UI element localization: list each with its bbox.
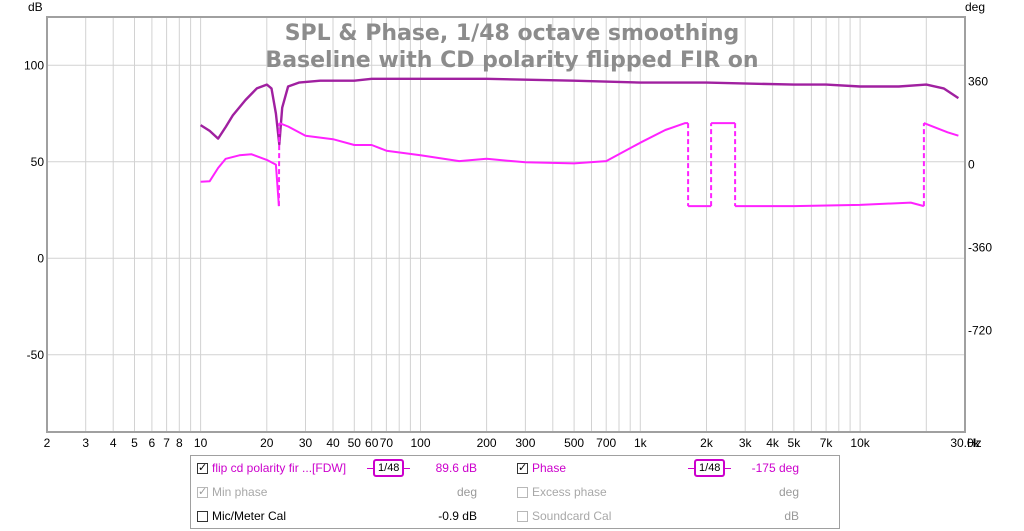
- x-tick-label: 50: [348, 436, 362, 450]
- phase-series-line: [923, 122, 959, 137]
- x-tick-label: 60: [365, 436, 379, 450]
- soundcard-cal-checkbox[interactable]: [517, 510, 528, 522]
- smoothing-one-phase: 1/: [699, 462, 709, 474]
- phase-series-line: [735, 201, 925, 208]
- plot-frame: [46, 16, 966, 433]
- legend-soundcard-cal-item[interactable]: Soundcard Cal: [517, 506, 611, 526]
- x-tick-label: 700: [596, 436, 616, 450]
- left-y-tick-labels: 100 50 0 -50: [24, 58, 45, 362]
- x-tick-label: 1k: [634, 436, 648, 450]
- phase-series-line: [278, 122, 689, 165]
- right-axis-unit: deg: [965, 0, 985, 14]
- x-tick-label: 8: [176, 436, 183, 450]
- excess-phase-checkbox[interactable]: [517, 486, 528, 498]
- x-tick-label: 6: [149, 436, 156, 450]
- x-tick-label: 4k: [766, 436, 780, 450]
- right-y-tick-label: -720: [968, 324, 992, 338]
- x-tick-label: 7: [163, 436, 170, 450]
- mic-cal-label: Mic/Meter Cal: [212, 509, 287, 523]
- x-tick-label: 500: [564, 436, 584, 450]
- spl-value: 89.6 dB: [435, 461, 477, 475]
- excess-phase-label: Excess phase: [532, 485, 607, 499]
- spl-series-line: [199, 77, 960, 146]
- plot-area-background: [47, 17, 965, 432]
- x-tick-label: 70: [380, 436, 394, 450]
- mic-cal-checkbox[interactable]: [197, 510, 208, 522]
- x-tick-label: 2: [44, 436, 51, 450]
- spl-phase-chart[interactable]: 2 3 4 5 6 7 8 10 20 30 40 50 60 70 100 200 300 500 700 1k 2k…: [0, 0, 1024, 455]
- x-tick-label: 10k: [850, 436, 870, 450]
- right-y-tick-labels: 360 0 -360 -720: [968, 75, 992, 338]
- x-axis-unit: Hz: [967, 436, 982, 450]
- phase-checkbox[interactable]: [517, 461, 528, 474]
- spl-checkbox[interactable]: [197, 461, 208, 474]
- x-tick-label: 300: [515, 436, 535, 450]
- spl-label: flip cd polarity fir ...[FDW]: [212, 461, 347, 475]
- x-tick-label: 30: [299, 436, 313, 450]
- x-tick-label: 40: [326, 436, 340, 450]
- soundcard-cal-label: Soundcard Cal: [532, 509, 612, 523]
- right-y-tick-label: 0: [968, 158, 975, 172]
- legend-min-phase-item[interactable]: Min phase: [197, 482, 267, 502]
- soundcard-cal-unit: dB: [784, 509, 799, 523]
- min-phase-checkbox[interactable]: [197, 485, 208, 498]
- left-axis-unit: dB: [28, 0, 43, 14]
- phase-value: -175 deg: [751, 461, 799, 475]
- x-tick-label: 200: [477, 436, 497, 450]
- x-tick-label: 10: [194, 436, 208, 450]
- x-tick-labels: 2 3 4 5 6 7 8 10 20 30 40 50 60 70 100 200 300 500 700 1k 2k…: [44, 436, 981, 450]
- right-y-tick-label: 360: [968, 75, 988, 89]
- left-y-tick-label: -50: [27, 348, 45, 362]
- legend-excess-phase-item[interactable]: Excess phase: [517, 482, 607, 502]
- min-phase-label: Min phase: [212, 485, 268, 499]
- mic-cal-value: -0.9 dB: [438, 509, 477, 523]
- x-tick-label: 20: [260, 436, 274, 450]
- phase-smoothing-indicator[interactable]: 1/48: [688, 459, 732, 477]
- spl-smoothing-value: 48: [387, 462, 400, 474]
- legend-phase-item[interactable]: Phase: [517, 458, 566, 478]
- chart-subtitle: Baseline with CD polarity flipped FIR on: [265, 48, 758, 73]
- smoothing-one: 1/: [378, 462, 388, 474]
- x-tick-label: 100: [410, 436, 430, 450]
- spl-smoothing-indicator[interactable]: 1/48: [367, 459, 411, 477]
- x-tick-label: 3: [82, 436, 89, 450]
- legend-spl-item[interactable]: flip cd polarity fir ...[FDW]: [197, 458, 346, 478]
- x-tick-label: 5k: [788, 436, 802, 450]
- phase-series-line: [200, 153, 280, 207]
- left-y-tick-label: 50: [31, 155, 45, 169]
- chart-title: SPL & Phase, 1/48 octave smoothing: [285, 21, 740, 46]
- right-y-tick-label: -360: [968, 241, 992, 255]
- phase-label: Phase: [532, 461, 567, 475]
- excess-phase-unit: deg: [778, 485, 799, 499]
- x-tick-label: 30.0k: [950, 436, 980, 450]
- x-tick-label: 4: [110, 436, 117, 450]
- x-tick-label: 7k: [820, 436, 834, 450]
- left-y-tick-label: 0: [37, 251, 44, 265]
- left-y-tick-label: 100: [24, 58, 44, 72]
- x-tick-label: 3k: [739, 436, 753, 450]
- phase-smoothing-value: 48: [708, 462, 721, 474]
- x-tick-label: 5: [131, 436, 138, 450]
- legend-panel: flip cd polarity fir ...[FDW] 1/48 89.6 …: [190, 455, 840, 529]
- grid-lines: [46, 17, 966, 432]
- series-layer: [199, 77, 960, 208]
- min-phase-unit: deg: [456, 485, 477, 499]
- legend-mic-cal-item[interactable]: Mic/Meter Cal: [197, 506, 286, 526]
- x-tick-label: 2k: [700, 436, 714, 450]
